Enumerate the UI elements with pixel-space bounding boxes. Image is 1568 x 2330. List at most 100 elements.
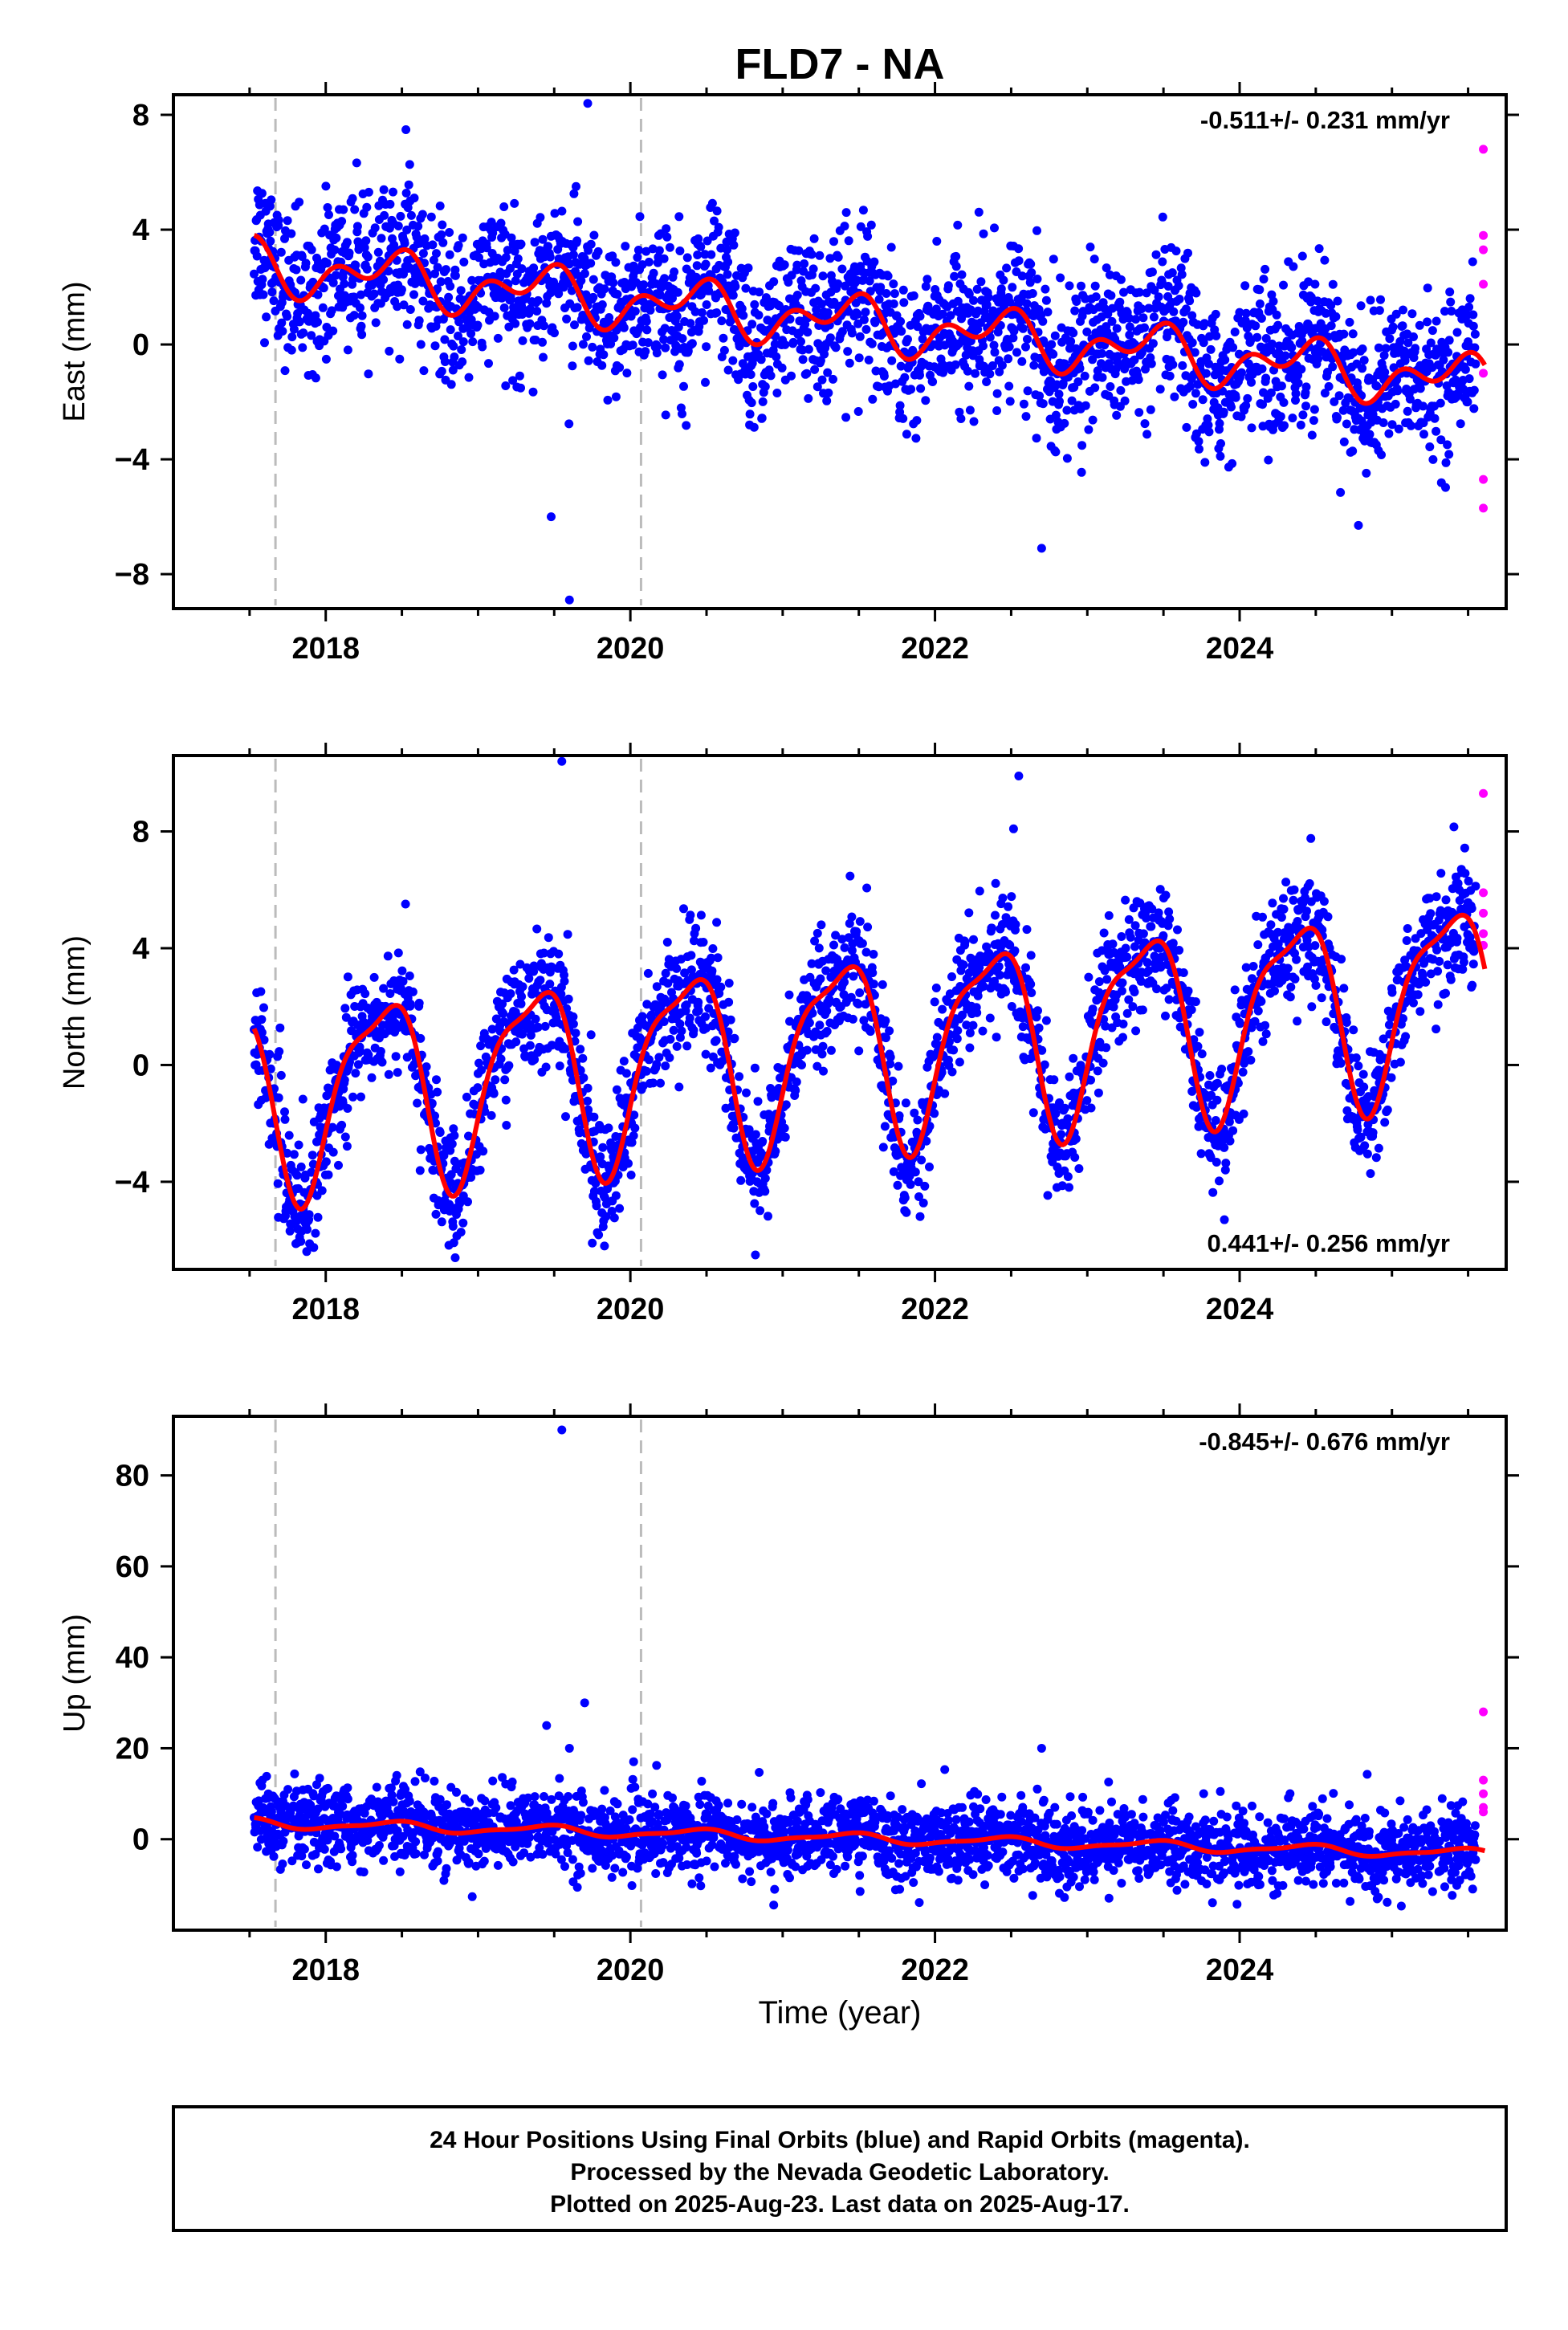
final-point xyxy=(633,1023,642,1033)
final-point xyxy=(813,1061,822,1071)
final-point xyxy=(448,1221,458,1231)
final-point xyxy=(990,348,1000,357)
final-point xyxy=(1302,935,1312,945)
final-point xyxy=(1195,444,1203,454)
final-point xyxy=(823,308,833,317)
final-point xyxy=(804,393,813,403)
final-point xyxy=(636,323,645,332)
final-point xyxy=(867,339,877,348)
final-point xyxy=(812,305,821,315)
final-point xyxy=(702,342,711,352)
final-point xyxy=(296,1162,306,1171)
final-point xyxy=(1071,1134,1081,1143)
final-point xyxy=(996,284,1006,294)
final-point xyxy=(1175,295,1184,303)
final-point xyxy=(1445,287,1455,297)
final-point xyxy=(280,366,290,376)
final-point-outlier xyxy=(564,595,574,605)
final-point xyxy=(603,395,613,405)
final-point xyxy=(340,1075,349,1085)
final-point xyxy=(847,328,857,338)
final-point xyxy=(756,355,766,365)
final-point xyxy=(633,253,642,263)
final-point xyxy=(846,992,856,1002)
final-point xyxy=(364,369,373,379)
final-point xyxy=(1277,913,1286,922)
final-point xyxy=(435,202,445,210)
final-point xyxy=(1165,371,1175,381)
final-point xyxy=(1201,369,1211,378)
final-point xyxy=(958,1010,967,1020)
final-point xyxy=(1116,385,1126,395)
final-point xyxy=(1320,255,1330,265)
final-point xyxy=(545,980,555,989)
final-point xyxy=(601,1212,611,1221)
final-point xyxy=(1286,982,1296,992)
final-point xyxy=(370,223,380,233)
final-point xyxy=(463,1197,472,1207)
final-point xyxy=(829,940,838,950)
final-point xyxy=(580,269,589,279)
final-point xyxy=(1176,263,1186,273)
final-point xyxy=(516,239,526,249)
final-point xyxy=(1134,375,1143,385)
final-point xyxy=(343,345,352,355)
final-point xyxy=(529,961,539,971)
final-point xyxy=(1018,1022,1028,1032)
final-point xyxy=(886,242,896,252)
x-tick-label: 2022 xyxy=(901,632,969,666)
final-point xyxy=(1279,904,1289,914)
final-point xyxy=(1027,268,1037,277)
final-point xyxy=(965,405,975,415)
final-point xyxy=(729,240,739,250)
final-point xyxy=(462,1092,471,1102)
final-point xyxy=(1317,993,1326,1003)
final-point xyxy=(711,1036,721,1045)
final-point xyxy=(654,246,664,255)
final-point xyxy=(450,1130,459,1140)
final-point xyxy=(985,1013,995,1023)
final-point xyxy=(746,370,755,379)
final-point xyxy=(1128,1002,1138,1012)
final-point xyxy=(450,352,459,361)
final-point xyxy=(637,1012,647,1021)
final-point xyxy=(517,992,526,1001)
final-point xyxy=(399,300,409,310)
final-point xyxy=(594,1230,604,1240)
final-point xyxy=(855,917,865,927)
final-point xyxy=(708,944,718,953)
final-point xyxy=(1063,1172,1073,1181)
final-point xyxy=(1227,402,1236,412)
final-point xyxy=(822,396,832,405)
final-point xyxy=(796,336,805,346)
final-point xyxy=(589,1187,599,1196)
final-point xyxy=(1161,890,1171,900)
final-point xyxy=(685,1013,694,1023)
final-point xyxy=(931,304,941,314)
final-point xyxy=(615,363,625,373)
final-point xyxy=(450,271,460,280)
final-point xyxy=(813,928,822,938)
final-point xyxy=(1022,299,1032,308)
final-point xyxy=(637,260,647,270)
rapid-point xyxy=(1479,503,1489,513)
final-point xyxy=(449,341,458,351)
final-point xyxy=(536,976,545,985)
final-point xyxy=(568,250,578,259)
final-point xyxy=(918,334,927,344)
final-point xyxy=(761,293,771,303)
final-point xyxy=(876,283,886,292)
final-point xyxy=(1162,984,1171,993)
final-point xyxy=(953,1026,963,1036)
final-point xyxy=(792,291,802,299)
final-point xyxy=(1302,906,1311,916)
final-point xyxy=(569,189,579,198)
final-point xyxy=(992,406,1002,415)
final-point xyxy=(1171,246,1181,256)
final-point xyxy=(436,277,446,287)
final-point xyxy=(1463,397,1472,407)
final-point xyxy=(1204,359,1213,369)
final-point xyxy=(397,285,406,295)
final-point xyxy=(909,291,918,300)
final-point xyxy=(890,379,900,389)
